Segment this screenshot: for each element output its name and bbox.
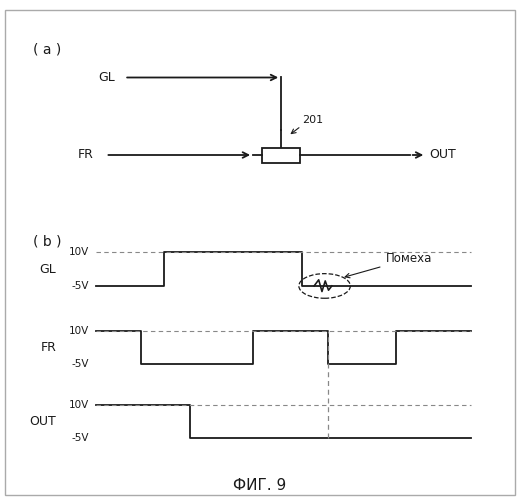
Text: 201: 201 bbox=[302, 115, 323, 125]
Bar bbox=[263, 148, 300, 162]
Text: -5V: -5V bbox=[72, 360, 89, 370]
Text: GL: GL bbox=[99, 71, 115, 84]
Text: -5V: -5V bbox=[72, 433, 89, 443]
Text: GL: GL bbox=[40, 262, 57, 276]
Text: ФИГ. 9: ФИГ. 9 bbox=[233, 478, 287, 492]
Text: 10V: 10V bbox=[69, 326, 89, 336]
Text: OUT: OUT bbox=[430, 148, 456, 162]
Text: ( a ): ( a ) bbox=[33, 42, 61, 56]
Text: ( b ): ( b ) bbox=[33, 234, 61, 248]
Text: FR: FR bbox=[77, 148, 94, 162]
Text: 10V: 10V bbox=[69, 400, 89, 409]
Text: Помеха: Помеха bbox=[345, 252, 432, 278]
Text: -5V: -5V bbox=[72, 281, 89, 291]
Text: OUT: OUT bbox=[30, 415, 57, 428]
Text: FR: FR bbox=[41, 341, 57, 354]
Text: 10V: 10V bbox=[69, 248, 89, 258]
